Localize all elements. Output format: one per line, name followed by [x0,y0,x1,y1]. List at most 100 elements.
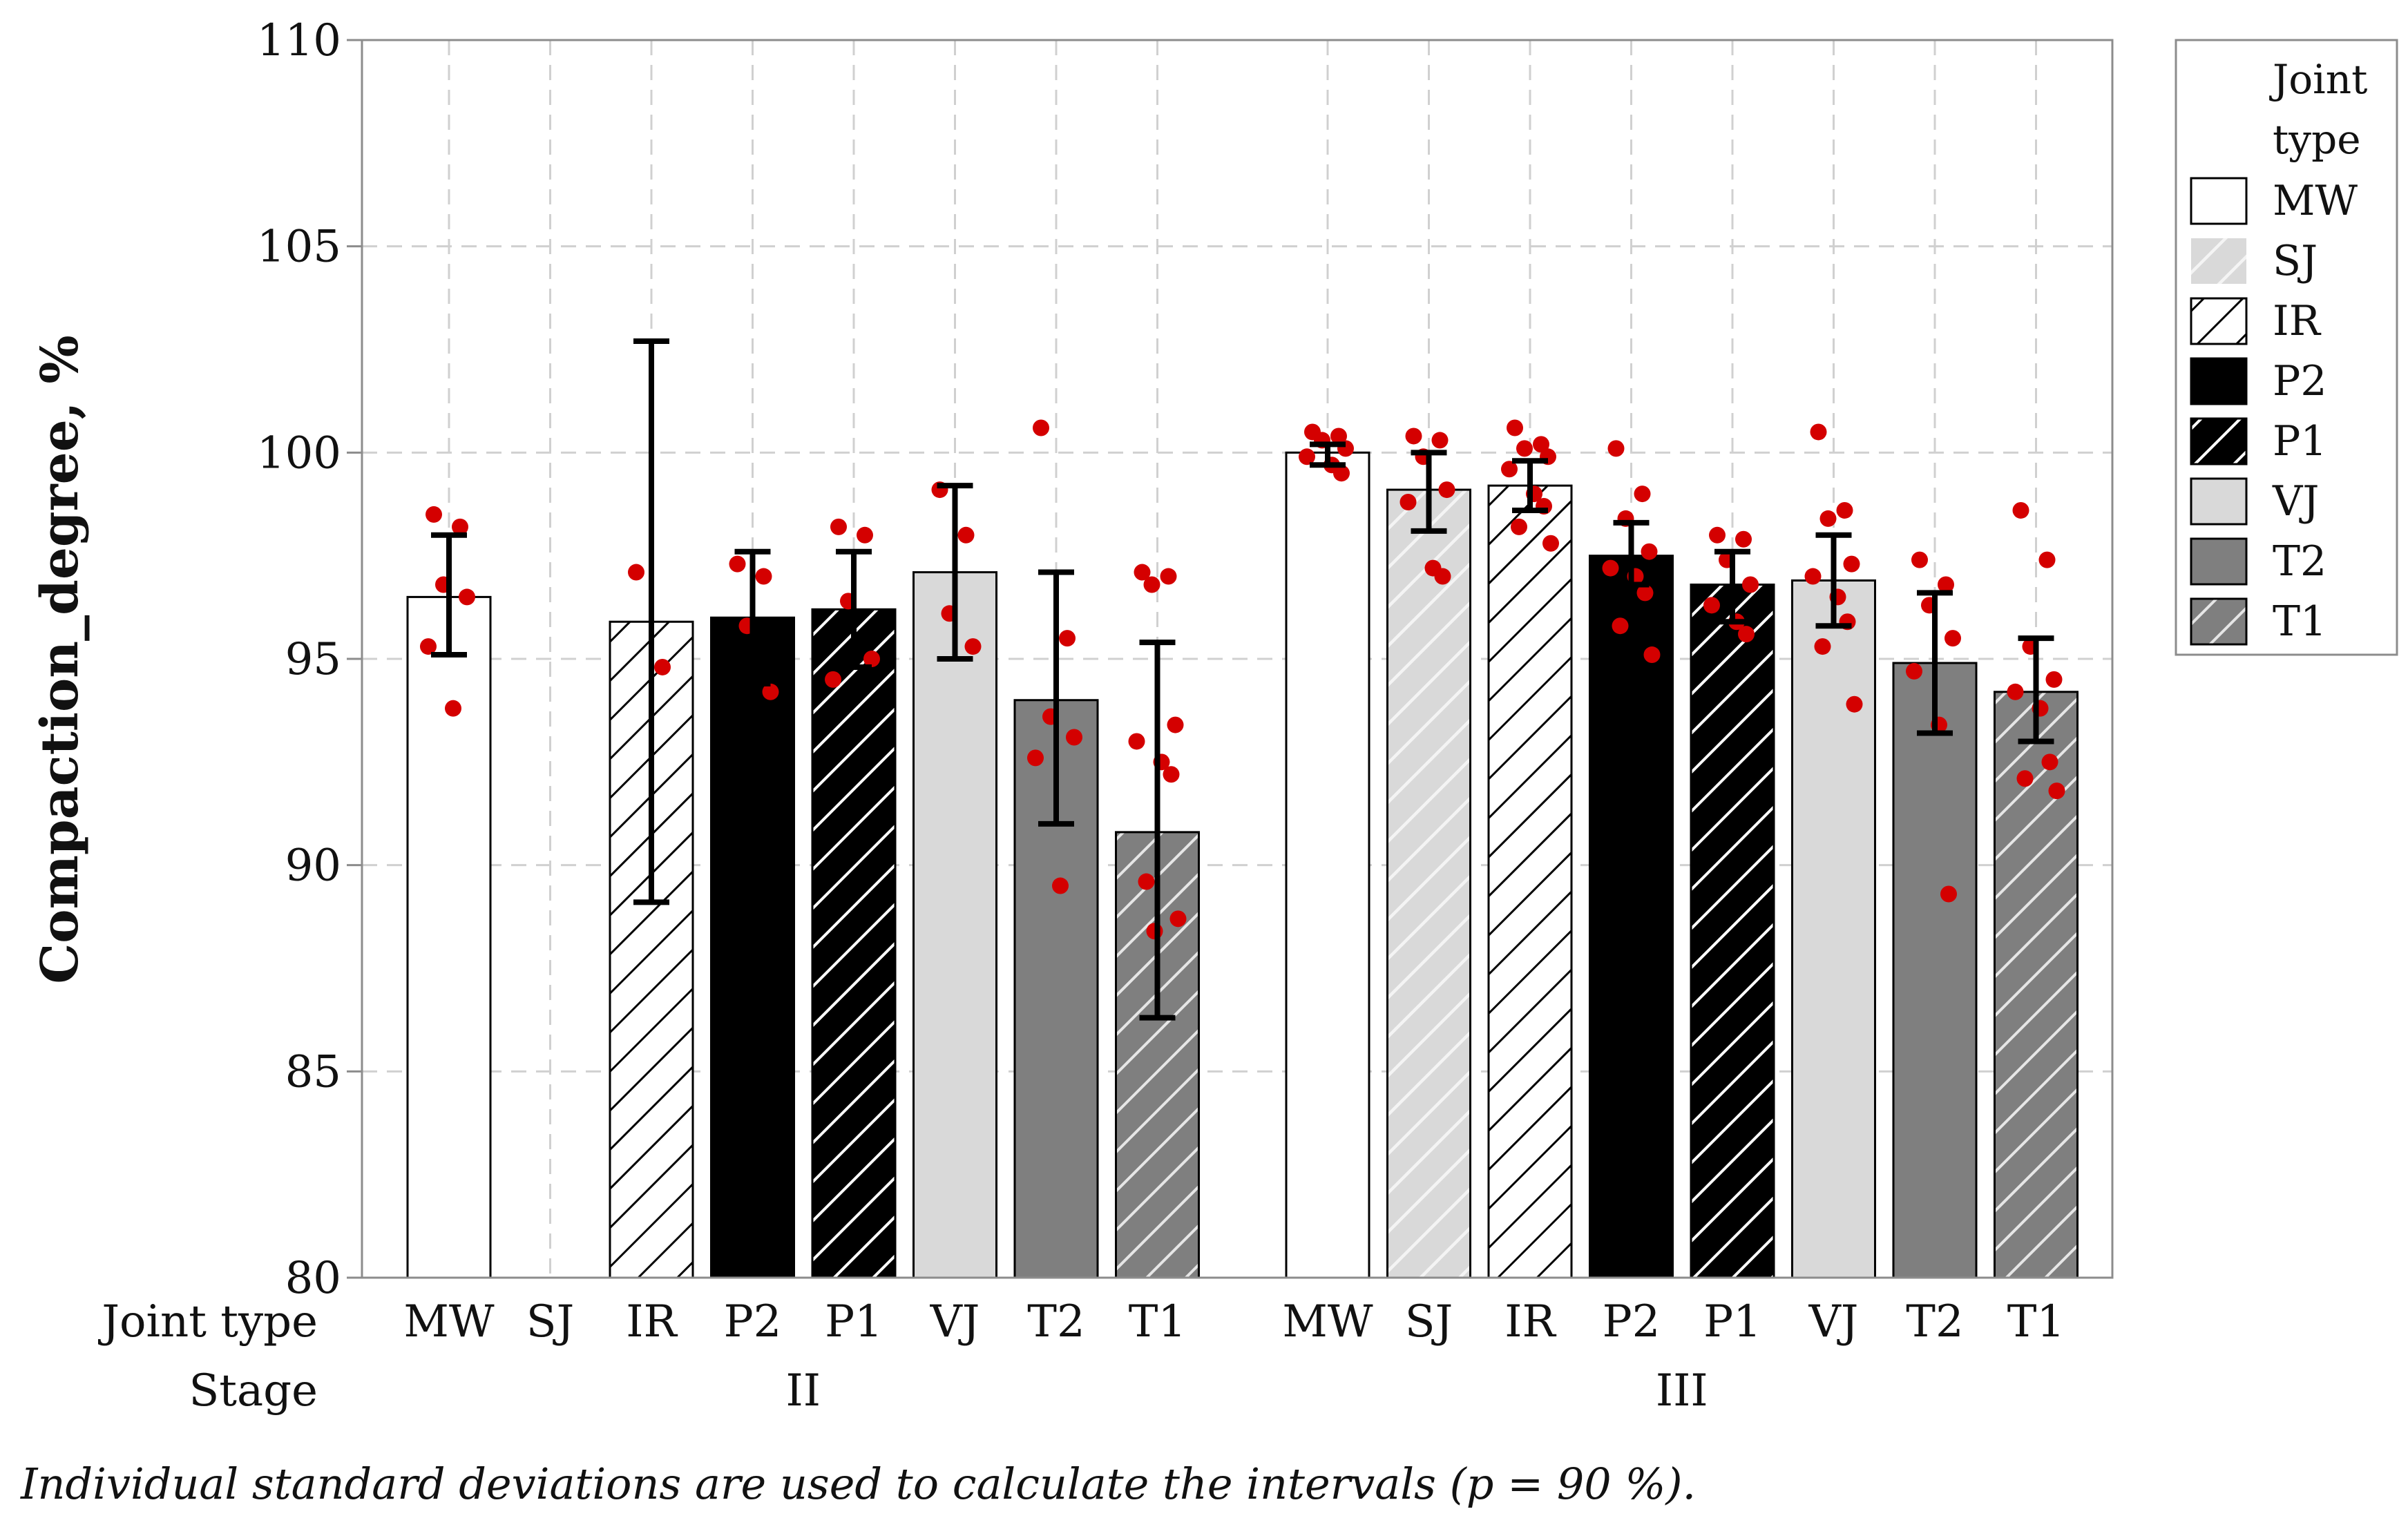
x-tick-label: P2 [1603,1296,1661,1347]
x-tick-label: T1 [2007,1296,2065,1347]
y-tick-label: 85 [285,1046,341,1097]
data-point [1643,646,1661,664]
y-axis-ticks: 80 85 90 95 100 105 110 [257,15,362,1304]
y-tick-label: 110 [257,15,341,66]
legend-title-line2: type [2273,116,2361,163]
data-point [1944,630,1961,647]
x-tick-label: VJ [1808,1296,1859,1347]
data-point [1059,630,1076,647]
x-tick-label: T1 [1129,1296,1186,1347]
data-point [445,700,461,717]
legend-item-label: IR [2273,297,2322,345]
x-tick-label: P1 [1703,1296,1761,1347]
bar [1487,484,1573,1279]
data-point [1938,576,1954,593]
x-tick-label: T2 [1027,1296,1084,1347]
legend-item-label: P1 [2273,417,2327,465]
data-point [755,568,772,585]
bar [912,571,997,1279]
bar [710,616,795,1279]
data-point [1846,695,1863,713]
x-tick-label: SJ [1405,1296,1453,1347]
x-axis-category-labels: MW SJ IR P2 P1 VJ T2 T1 MW SJ IR P2 P1 VJ T2 T1 [403,1296,2065,1347]
data-point [1134,564,1151,581]
data-point [1438,481,1455,499]
x-tick-label: MW [403,1296,495,1347]
data-point [1507,419,1523,436]
bar [1892,662,1978,1279]
data-point [1742,576,1759,593]
legend-title-line1: Joint [2269,56,2367,103]
data-point [2041,753,2058,771]
data-point [1814,638,1831,655]
data-point [762,683,779,700]
x-tick-label: T2 [1906,1296,1963,1347]
legend-swatch [2190,357,2248,405]
bar [1690,583,1775,1279]
data-point [1511,518,1527,535]
data-point [1911,551,1928,568]
data-point [1027,749,1044,767]
data-point [1330,428,1347,445]
data-point [1836,501,1853,519]
data-point [1431,432,1449,449]
data-point [729,555,746,573]
x-tick-label: SJ [526,1296,575,1347]
data-point [1434,568,1451,585]
data-point [1333,465,1350,482]
data-point [1169,910,1187,928]
x-tick-label: MW [1282,1296,1373,1347]
x-tick-label: P1 [825,1296,883,1347]
data-point [628,564,644,581]
legend: Joint type MW SJ IR P2 P1 VJ T2 T1 [2175,39,2398,656]
data-point [1052,877,1069,894]
data-point [857,526,873,544]
data-point [863,651,880,667]
bar [1589,555,1674,1279]
data-point [1810,423,1827,441]
data-point [1066,729,1082,746]
y-tick-label: 90 [285,841,341,892]
stage-label-II: II [785,1365,821,1416]
data-point [2048,782,2065,800]
data-point [2012,501,2029,519]
data-point [1612,617,1629,635]
y-axis-label: Compaction_degree, % [30,335,90,983]
data-point [459,588,475,606]
data-point [830,518,847,535]
legend-swatch [2190,477,2248,526]
data-point [426,506,442,523]
legend-item-label: P2 [2273,357,2327,405]
data-point [1636,584,1654,602]
data-point [1143,576,1160,593]
data-point [1804,568,1822,585]
legend-item-label: MW [2273,177,2358,225]
legend-swatch [2190,177,2248,225]
stage-row-label: Stage [189,1365,318,1416]
data-point [2007,683,2024,700]
data-point [1542,535,1559,552]
legend-item-label: VJ [2272,477,2319,526]
data-point [1163,766,1180,783]
x-tick-label: IR [626,1296,678,1347]
data-point [1033,419,1049,436]
bar [1994,691,2079,1279]
data-point [1167,716,1184,733]
y-tick-label: 80 [285,1253,341,1304]
x-tick-label: IR [1504,1296,1556,1347]
legend-swatch [2190,297,2248,345]
y-tick-label: 105 [257,222,341,273]
legend-swatch [2190,417,2248,465]
data-point [957,526,975,544]
legend-swatch [2190,597,2248,646]
data-point [1641,543,1658,560]
data-point [1735,530,1752,548]
data-point [1819,510,1837,527]
joint-type-row-label: Joint type [97,1296,318,1347]
bar [406,595,492,1279]
data-point [1399,494,1417,511]
x-tick-label: P2 [724,1296,782,1347]
bar [1386,488,1471,1279]
data-point [1607,440,1625,457]
data-point [1602,559,1619,577]
